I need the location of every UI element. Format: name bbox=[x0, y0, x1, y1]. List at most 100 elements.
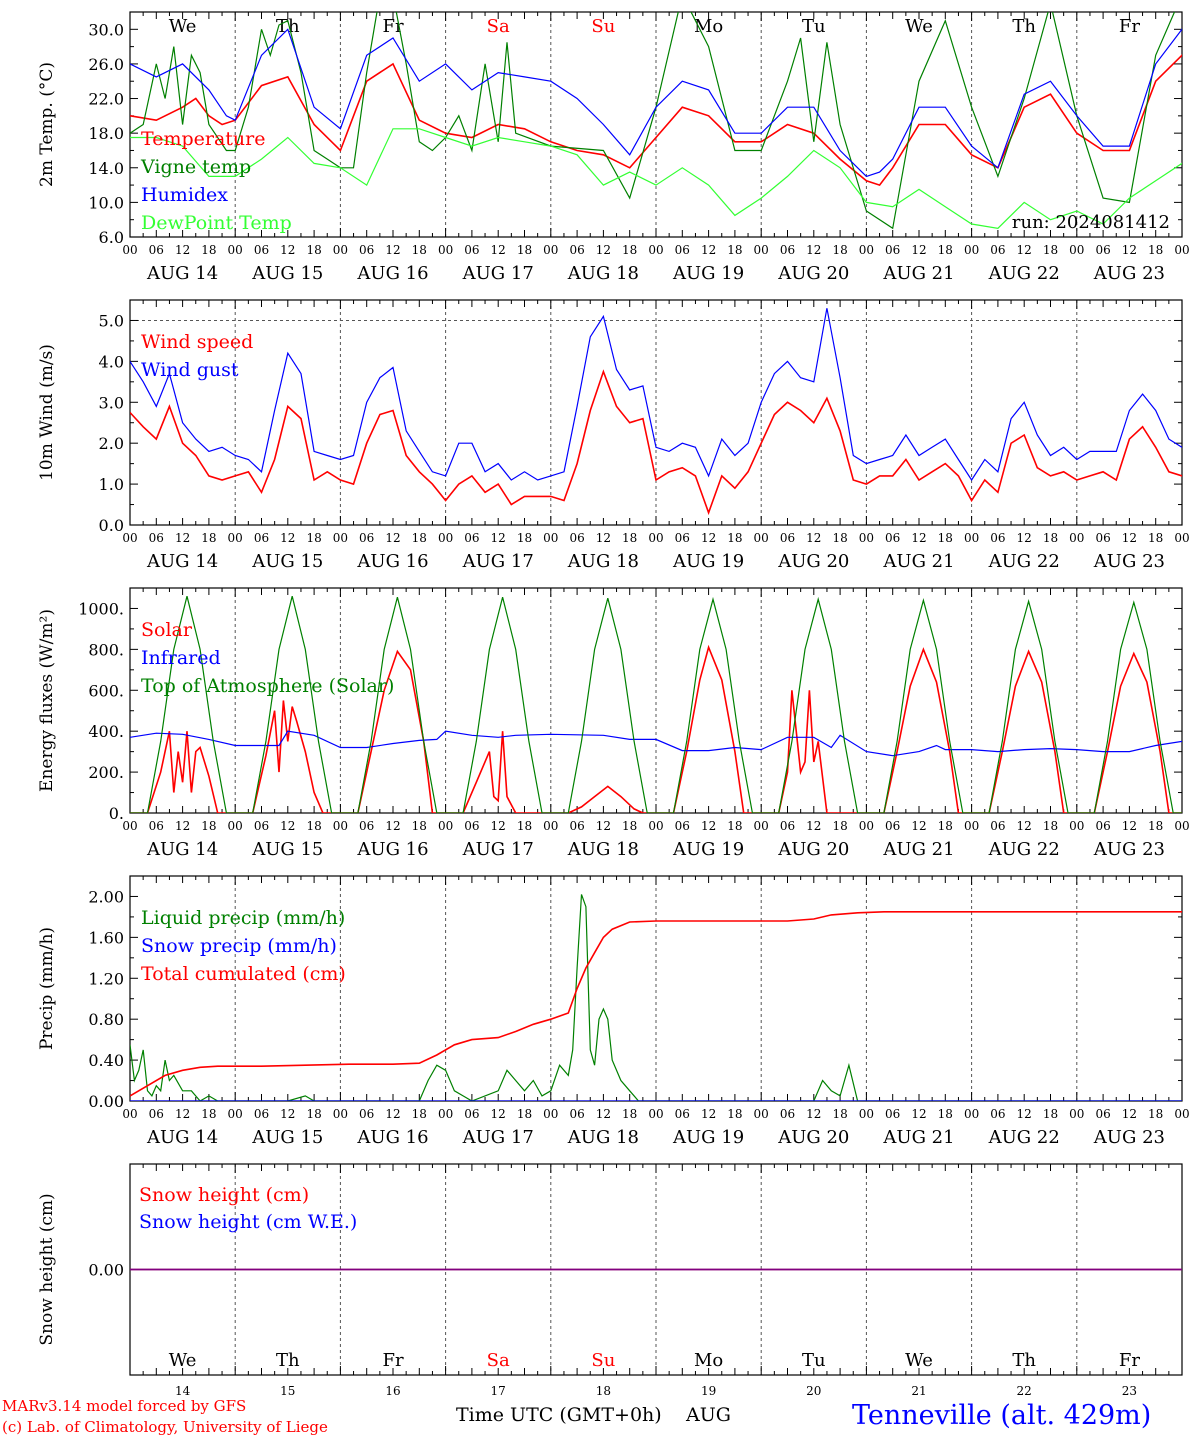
hour-label: 12 bbox=[806, 819, 821, 833]
hour-label: 12 bbox=[491, 819, 506, 833]
day-number: 23 bbox=[1122, 1384, 1137, 1398]
hour-label: 06 bbox=[359, 819, 374, 833]
hour-label: 06 bbox=[885, 1107, 900, 1121]
hour-label: 18 bbox=[938, 819, 953, 833]
weekday-label: Sa bbox=[487, 1350, 510, 1371]
series-line-vigne-temp bbox=[130, 12, 1176, 230]
series-line-solar bbox=[130, 644, 1182, 813]
hour-label: 18 bbox=[306, 819, 321, 833]
hour-label: 06 bbox=[780, 531, 795, 545]
legend-entry: Liquid precip (mm/h) bbox=[141, 907, 345, 929]
day-number: 18 bbox=[596, 1384, 611, 1398]
hour-label: 06 bbox=[1095, 243, 1110, 257]
legend-entry: Temperature bbox=[141, 128, 265, 150]
time-axis-label: Time UTC (GMT+0h) bbox=[456, 1404, 662, 1426]
legend-entry: Wind speed bbox=[141, 331, 253, 353]
hour-label: 00 bbox=[648, 243, 663, 257]
y-tick-label: 30.0 bbox=[88, 20, 124, 39]
hour-label: 18 bbox=[1148, 1107, 1163, 1121]
legend-entry: Infrared bbox=[141, 647, 221, 669]
date-label: AUG 20 bbox=[777, 551, 849, 572]
date-label: AUG 21 bbox=[882, 1127, 954, 1148]
hour-label: 12 bbox=[175, 819, 190, 833]
date-label: AUG 16 bbox=[356, 263, 428, 284]
date-label: AUG 14 bbox=[146, 551, 218, 572]
y-tick-label: 3.0 bbox=[99, 393, 124, 412]
hour-label: 12 bbox=[806, 1107, 821, 1121]
date-label: AUG 16 bbox=[356, 1127, 428, 1148]
hour-label: 18 bbox=[1043, 531, 1058, 545]
hour-label: 00 bbox=[438, 243, 453, 257]
hour-label: 00 bbox=[1069, 819, 1084, 833]
legend-entry: Snow height (cm W.E.) bbox=[139, 1211, 357, 1233]
hour-label: 18 bbox=[622, 531, 637, 545]
hour-label: 18 bbox=[517, 1107, 532, 1121]
hour-label: 06 bbox=[675, 531, 690, 545]
hour-label: 18 bbox=[517, 819, 532, 833]
day-number: 16 bbox=[385, 1384, 400, 1398]
y-tick-label: 2.0 bbox=[99, 434, 124, 453]
date-label: AUG 17 bbox=[462, 551, 534, 572]
date-label: AUG 16 bbox=[356, 551, 428, 572]
hour-label: 12 bbox=[280, 243, 295, 257]
hour-label: 00 bbox=[859, 819, 874, 833]
hour-label: 00 bbox=[754, 819, 769, 833]
hour-label: 00 bbox=[333, 1107, 348, 1121]
legend-entry: Total cumulated (cm) bbox=[141, 963, 346, 985]
y-tick-label: 1.60 bbox=[88, 928, 124, 947]
hour-label: 12 bbox=[1017, 819, 1032, 833]
hour-label: 12 bbox=[385, 531, 400, 545]
hour-label: 12 bbox=[1122, 1107, 1137, 1121]
hour-label: 18 bbox=[412, 1107, 427, 1121]
date-label: AUG 22 bbox=[988, 551, 1060, 572]
date-label: AUG 21 bbox=[882, 839, 954, 860]
y-axis-label: Precip (mm/h) bbox=[37, 927, 57, 1050]
hour-label: 00 bbox=[1174, 243, 1189, 257]
hour-label: 12 bbox=[1017, 531, 1032, 545]
hour-label: 12 bbox=[701, 243, 716, 257]
hour-label: 06 bbox=[990, 531, 1005, 545]
series-line-wind-gust bbox=[130, 308, 1182, 482]
plot-frame bbox=[129, 299, 1183, 526]
hour-label: 06 bbox=[990, 1107, 1005, 1121]
hour-label: 00 bbox=[754, 1107, 769, 1121]
date-label: AUG 19 bbox=[672, 839, 744, 860]
hour-label: 06 bbox=[569, 243, 584, 257]
date-label: AUG 16 bbox=[356, 839, 428, 860]
date-label: AUG 23 bbox=[1093, 839, 1165, 860]
hour-label: 00 bbox=[333, 819, 348, 833]
hour-label: 06 bbox=[359, 243, 374, 257]
weekday-label: Th bbox=[1012, 1350, 1036, 1371]
legend-entry: Wind gust bbox=[141, 359, 239, 381]
date-label: AUG 18 bbox=[567, 551, 639, 572]
hour-label: 00 bbox=[964, 1107, 979, 1121]
legend-entry: Snow precip (mm/h) bbox=[141, 935, 337, 957]
hour-label: 00 bbox=[1069, 531, 1084, 545]
hour-label: 00 bbox=[228, 243, 243, 257]
y-tick-label: 0.00 bbox=[88, 1092, 124, 1111]
hour-label: 18 bbox=[622, 819, 637, 833]
credit-line-1: MARv3.14 model forced by GFS bbox=[2, 1397, 247, 1415]
hour-label: 00 bbox=[754, 531, 769, 545]
hour-label: 00 bbox=[438, 819, 453, 833]
hour-label: 00 bbox=[543, 819, 558, 833]
hour-label: 06 bbox=[254, 819, 269, 833]
hour-label: 12 bbox=[911, 243, 926, 257]
hour-label: 18 bbox=[412, 819, 427, 833]
hour-label: 12 bbox=[280, 819, 295, 833]
temperature-panel: 6.0 10.0 14.0 18.0 22.0 26.0 30.0 2m Temp. (°C)… bbox=[37, 11, 1190, 284]
weekday-label: Tu bbox=[802, 1350, 826, 1371]
hour-label: 18 bbox=[622, 243, 637, 257]
date-label: AUG 15 bbox=[251, 551, 323, 572]
y-axis-label: 2m Temp. (°C) bbox=[37, 62, 57, 187]
hour-label: 00 bbox=[1174, 819, 1189, 833]
hour-label: 00 bbox=[228, 531, 243, 545]
hour-label: 06 bbox=[885, 531, 900, 545]
date-label: AUG 19 bbox=[672, 551, 744, 572]
hour-label: 12 bbox=[175, 243, 190, 257]
hour-label: 18 bbox=[1148, 531, 1163, 545]
hour-label: 12 bbox=[596, 243, 611, 257]
weekday-label: We bbox=[169, 1350, 197, 1371]
day-number: 15 bbox=[280, 1384, 295, 1398]
weekday-label: Sa bbox=[487, 16, 510, 37]
